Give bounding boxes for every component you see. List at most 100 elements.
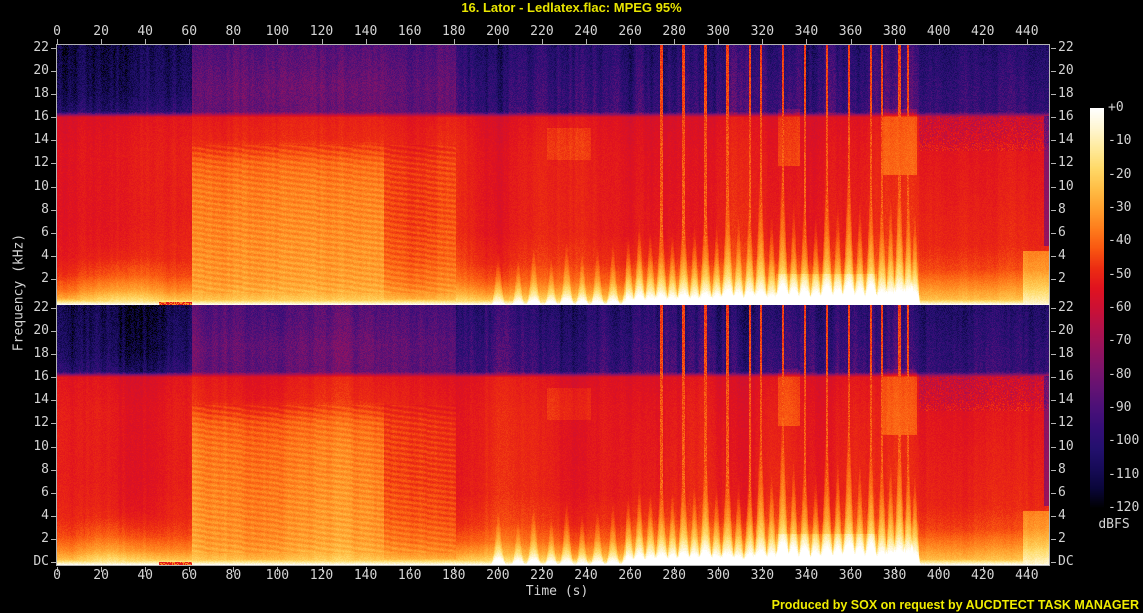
freq-tick-label: 12 bbox=[1058, 155, 1074, 170]
time-tick-label: 360 bbox=[838, 24, 863, 39]
freq-tick-label: 4 bbox=[1058, 248, 1066, 263]
freq-tick bbox=[51, 354, 56, 355]
freq-tick-label: 14 bbox=[1058, 392, 1074, 407]
time-tick bbox=[718, 39, 720, 44]
time-tick-label: 260 bbox=[618, 24, 642, 39]
time-tick-label: 340 bbox=[794, 568, 819, 583]
freq-tick bbox=[1051, 187, 1056, 188]
time-tick-label: 120 bbox=[309, 568, 334, 583]
plot-border bbox=[56, 44, 1050, 566]
time-tick-label: 180 bbox=[442, 24, 466, 39]
time-tick bbox=[541, 39, 543, 44]
time-tick bbox=[1026, 567, 1028, 572]
freq-tick bbox=[1051, 48, 1056, 49]
time-tick-label: 240 bbox=[574, 568, 598, 583]
time-tick bbox=[982, 39, 984, 44]
time-tick-label: 420 bbox=[971, 568, 995, 583]
freq-tick-label: 10 bbox=[1058, 179, 1074, 194]
time-tick bbox=[409, 39, 411, 44]
freq-tick bbox=[51, 493, 56, 494]
time-tick-label: 20 bbox=[93, 568, 109, 583]
time-tick bbox=[938, 567, 940, 572]
time-tick-label: 100 bbox=[265, 24, 290, 39]
freq-tick bbox=[51, 71, 56, 72]
level-axis-label: dBFS bbox=[1098, 517, 1130, 532]
level-tick-label: -30 bbox=[1108, 200, 1132, 215]
freq-tick-label: 14 bbox=[1058, 132, 1074, 147]
level-tick-label: -80 bbox=[1108, 366, 1132, 382]
freq-tick bbox=[1051, 562, 1056, 563]
time-tick-label: 400 bbox=[926, 568, 951, 583]
freq-tick-label: 14 bbox=[33, 132, 49, 147]
freq-tick-label: 14 bbox=[33, 392, 49, 407]
freq-tick bbox=[1051, 308, 1056, 309]
time-tick-label: 220 bbox=[530, 24, 554, 39]
freq-tick-label: 8 bbox=[1058, 462, 1066, 477]
level-tick-label: -70 bbox=[1108, 333, 1132, 349]
freq-tick bbox=[1051, 117, 1056, 118]
freq-tick-label: 20 bbox=[1058, 323, 1074, 338]
freq-tick-label: 18 bbox=[1058, 86, 1074, 101]
time-tick bbox=[674, 39, 676, 44]
time-tick bbox=[321, 39, 323, 44]
freq-tick bbox=[1051, 354, 1056, 355]
time-tick bbox=[762, 39, 764, 44]
level-tick-label: -100 bbox=[1108, 433, 1140, 449]
time-tick bbox=[674, 567, 676, 572]
freq-tick-label: DC bbox=[1058, 554, 1074, 569]
freq-tick-label: 22 bbox=[33, 300, 49, 315]
time-tick-label: 80 bbox=[225, 568, 242, 583]
time-tick bbox=[277, 39, 279, 44]
freq-tick bbox=[51, 516, 56, 517]
colorbar bbox=[1090, 108, 1104, 508]
time-tick-label: 220 bbox=[530, 568, 554, 583]
level-tick-label: +0 bbox=[1108, 100, 1124, 115]
time-tick bbox=[189, 39, 191, 44]
time-axis-label: Time (s) bbox=[525, 584, 589, 599]
time-tick bbox=[541, 567, 543, 572]
freq-tick bbox=[1051, 163, 1056, 164]
time-tick bbox=[630, 567, 632, 572]
freq-tick-label: 8 bbox=[1058, 202, 1066, 217]
time-tick bbox=[145, 567, 147, 572]
time-tick bbox=[233, 39, 235, 44]
freq-tick bbox=[1051, 447, 1056, 448]
time-tick-label: 60 bbox=[181, 568, 198, 583]
spectrogram-canvas bbox=[57, 45, 1050, 565]
time-tick-label: 380 bbox=[882, 24, 907, 39]
time-tick-label: 300 bbox=[706, 568, 730, 583]
freq-tick-label: 22 bbox=[1058, 300, 1074, 315]
freq-tick-label: 18 bbox=[33, 346, 49, 361]
time-tick-label: 80 bbox=[225, 24, 242, 39]
footer-credit: Produced by SOX on request by AUCDTECT T… bbox=[771, 598, 1139, 612]
level-tick-label: -90 bbox=[1108, 400, 1132, 415]
freq-tick-label: 2 bbox=[1058, 531, 1066, 546]
freq-tick-label: 16 bbox=[1058, 109, 1074, 124]
freq-tick-label: 20 bbox=[33, 63, 49, 78]
freq-tick bbox=[1051, 94, 1056, 95]
freq-tick-label: 10 bbox=[33, 439, 49, 454]
freq-tick-label: 12 bbox=[33, 415, 49, 430]
freq-tick bbox=[51, 256, 56, 257]
time-tick-label: 240 bbox=[574, 24, 598, 39]
freq-tick bbox=[51, 308, 56, 309]
time-tick-label: 200 bbox=[486, 568, 510, 583]
time-tick-label: 0 bbox=[53, 24, 61, 39]
freq-tick bbox=[51, 447, 56, 448]
freq-tick-label: 8 bbox=[41, 202, 49, 217]
time-tick-label: 440 bbox=[1015, 24, 1039, 39]
freq-tick-label: 10 bbox=[1058, 439, 1074, 454]
time-tick-label: 40 bbox=[137, 24, 153, 39]
freq-tick-label: 2 bbox=[41, 531, 49, 546]
level-tick-label: -120 bbox=[1108, 500, 1140, 515]
time-tick bbox=[277, 567, 279, 572]
time-tick-label: 140 bbox=[353, 24, 378, 39]
freq-tick bbox=[1051, 331, 1056, 332]
freq-tick-label: 20 bbox=[33, 323, 49, 338]
freq-tick-label: 12 bbox=[1058, 415, 1074, 430]
time-tick bbox=[409, 567, 411, 572]
freq-tick bbox=[51, 140, 56, 141]
time-tick-label: 140 bbox=[353, 568, 378, 583]
time-tick bbox=[894, 39, 896, 44]
time-tick bbox=[586, 39, 587, 44]
